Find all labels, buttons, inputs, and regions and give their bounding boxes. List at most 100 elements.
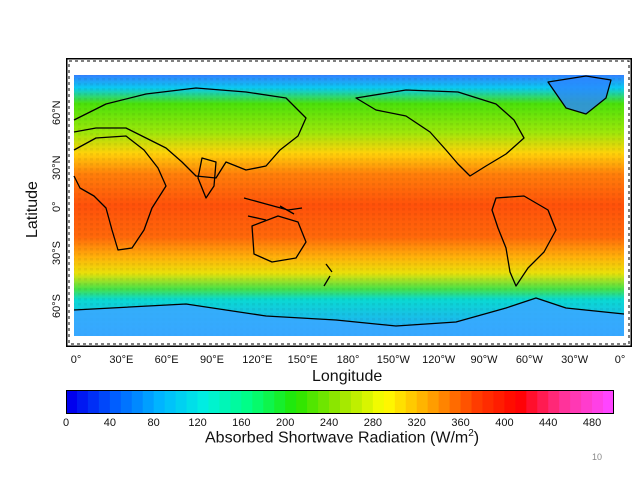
radiation-pixel-texture bbox=[74, 75, 624, 336]
colorbar-tick-label: 320 bbox=[407, 417, 426, 429]
colorbar-tick-label: 360 bbox=[451, 417, 470, 429]
colorbar-cell bbox=[329, 390, 341, 414]
colorbar-tick-label: 80 bbox=[147, 417, 160, 429]
colorbar-cell bbox=[526, 390, 538, 414]
colorbar-tick-label: 160 bbox=[232, 417, 251, 429]
colorbar-cell bbox=[241, 390, 253, 414]
map-panel bbox=[66, 58, 632, 347]
colorbar-cell bbox=[350, 390, 363, 414]
y-tick-label: 60°N bbox=[51, 100, 63, 125]
y-tick-label: 30°S bbox=[51, 241, 63, 265]
x-tick-label: 90°W bbox=[470, 354, 498, 366]
indonesia-outline bbox=[243, 197, 303, 221]
colorbar-cell bbox=[493, 390, 505, 414]
x-tick-label: 150°W bbox=[376, 354, 410, 366]
colorbar-cell bbox=[394, 390, 407, 414]
x-tick-label: 30°W bbox=[561, 354, 589, 366]
colorbar-cell bbox=[307, 390, 319, 414]
colorbar-cell bbox=[372, 390, 385, 414]
south-america-outline bbox=[491, 195, 557, 287]
colorbar-cell bbox=[559, 390, 571, 414]
colorbar-cell bbox=[438, 390, 451, 414]
colorbar-cell bbox=[427, 390, 440, 414]
colorbar-cell bbox=[361, 390, 374, 414]
x-tick-label: 0° bbox=[70, 354, 82, 366]
colorbar-cell bbox=[175, 390, 188, 414]
colorbar-tick-label: 440 bbox=[539, 417, 558, 429]
x-tick-label: 180° bbox=[336, 354, 360, 366]
colorbar-tick-label: 280 bbox=[363, 417, 383, 429]
colorbar-tick-label: 0 bbox=[62, 417, 70, 429]
colorbar-cell bbox=[296, 390, 308, 414]
colorbar-title: Absorbed Shortwave Radiation (W/m2) bbox=[205, 428, 480, 447]
colorbar-cell bbox=[449, 390, 462, 414]
colorbar-cell bbox=[87, 390, 100, 414]
colorbar-cell bbox=[603, 390, 614, 414]
colorbar-cell bbox=[460, 390, 473, 414]
colorbar-cell bbox=[274, 390, 286, 414]
x-tick-label: 120°E bbox=[242, 354, 273, 366]
x-tick-label: 120°W bbox=[422, 354, 456, 366]
colorbar-cell bbox=[120, 390, 133, 414]
x-tick-label: 60°E bbox=[154, 354, 179, 366]
x-tick-label: 30°E bbox=[109, 354, 134, 366]
antarctica-field bbox=[74, 298, 624, 336]
colorbar-cell bbox=[153, 390, 166, 414]
colorbar-cell bbox=[592, 390, 604, 414]
colorbar-cell bbox=[504, 390, 516, 414]
colorbar-tick-label: 400 bbox=[495, 417, 514, 429]
colorbar-cell bbox=[285, 390, 297, 414]
colorbar-tick-label: 480 bbox=[582, 417, 602, 429]
colorbar-cell bbox=[142, 390, 155, 414]
colorbar-cell bbox=[109, 390, 122, 414]
africa-outline bbox=[73, 135, 167, 251]
colorbar-cell bbox=[416, 390, 429, 414]
y-tick-label: 60°S bbox=[51, 294, 63, 318]
colorbar-cell bbox=[186, 390, 199, 414]
colorbar-cell bbox=[548, 390, 560, 414]
new-zealand-outline bbox=[323, 263, 333, 287]
australia-outline bbox=[251, 215, 307, 263]
colorbar-cell bbox=[570, 390, 582, 414]
coastlines bbox=[73, 75, 625, 327]
map-border bbox=[66, 58, 632, 347]
colorbar-cell bbox=[340, 390, 352, 414]
y-tick-label: 30°N bbox=[51, 155, 63, 180]
x-tick-label: 0° bbox=[614, 354, 626, 366]
colorbar-cell bbox=[318, 390, 330, 414]
colorbar-tick-label: 120 bbox=[188, 417, 207, 429]
y-axis-title: Latitude bbox=[24, 181, 41, 238]
x-tick-label: 90°E bbox=[200, 354, 224, 366]
greenland-outline bbox=[547, 75, 612, 115]
y-tick-label: 0° bbox=[51, 201, 63, 212]
colorbar-cell bbox=[197, 390, 209, 414]
colorbar-tick-label: 200 bbox=[276, 417, 295, 429]
colorbar-cell bbox=[131, 390, 144, 414]
colorbar-cell bbox=[219, 390, 231, 414]
x-tick-label: 60°W bbox=[515, 354, 543, 366]
colorbar-cell bbox=[230, 390, 242, 414]
india-outline bbox=[197, 157, 217, 199]
colorbar-cell bbox=[76, 390, 89, 414]
colorbar-cell bbox=[164, 390, 177, 414]
x-axis-title: Longitude bbox=[312, 368, 383, 385]
colorbar-cell bbox=[98, 390, 111, 414]
colorbar bbox=[66, 390, 614, 414]
colorbar-cell bbox=[263, 390, 275, 414]
antarctica-outline bbox=[73, 297, 625, 327]
colorbar-cell bbox=[515, 390, 527, 414]
x-tick-label: 150°E bbox=[287, 354, 318, 366]
colorbar-cell bbox=[252, 390, 264, 414]
colorbar-cell bbox=[208, 390, 220, 414]
colorbar-cell bbox=[66, 390, 78, 414]
colorbar-cell bbox=[471, 390, 483, 414]
colorbar-cell bbox=[383, 390, 396, 414]
colorbar-tick-label: 40 bbox=[103, 417, 116, 429]
colorbar-cell bbox=[581, 390, 593, 414]
colorbar-tick-label: 240 bbox=[319, 417, 339, 429]
eurasia-outline bbox=[73, 87, 307, 179]
colorbar-cell bbox=[482, 390, 494, 414]
north-america-outline bbox=[355, 89, 525, 177]
colorbar-cell bbox=[405, 390, 418, 414]
